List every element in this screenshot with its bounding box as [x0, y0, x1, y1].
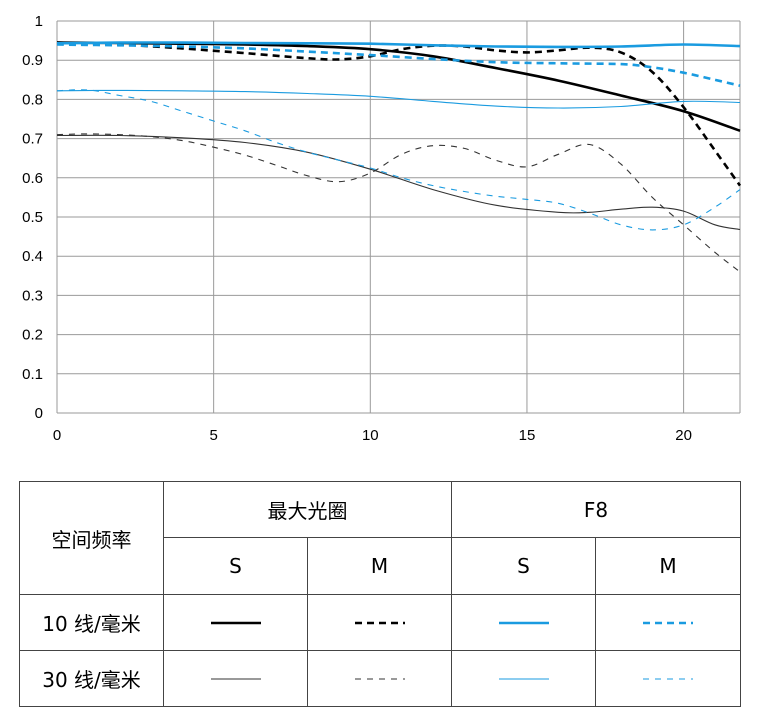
chart-grid — [56, 20, 741, 414]
legend-swatch — [354, 677, 405, 680]
y-tick-label: 0.6 — [22, 170, 43, 187]
legend-group-max-aperture: 最大光圈 — [163, 481, 452, 538]
series-line-3 — [56, 43, 741, 87]
legend-swatch — [354, 621, 405, 624]
legend-swatch — [498, 621, 549, 624]
legend-subheader-m: M — [595, 537, 741, 595]
mtf-chart: 0 0.1 0.2 0.3 0.4 0.5 0.6 0.7 0.8 0.9 1 0 5 10 15 20 — [22, 13, 742, 444]
legend-row-label-30: 30 线/毫米 — [19, 650, 164, 707]
x-tick-label: 5 — [209, 427, 217, 444]
series-line-4 — [56, 134, 741, 231]
y-tick-label: 0.5 — [22, 209, 43, 226]
y-tick-label: 0.4 — [22, 248, 43, 265]
y-tick-label: 0.2 — [22, 327, 43, 344]
y-tick-label: 0.3 — [22, 287, 43, 304]
legend-swatch — [210, 677, 261, 680]
chart-series — [56, 41, 742, 273]
series-line-2 — [56, 41, 741, 49]
x-tick-label: 20 — [675, 427, 692, 444]
y-tick-label: 0.1 — [22, 366, 43, 383]
y-tick-label: 0 — [35, 405, 43, 422]
y-axis-ticks: 0 0.1 0.2 0.3 0.4 0.5 0.6 0.7 0.8 0.9 1 — [22, 13, 43, 422]
y-tick-label: 0.7 — [22, 131, 43, 148]
x-tick-label: 15 — [519, 427, 536, 444]
x-tick-label: 0 — [53, 427, 61, 444]
legend-row-label-10: 10 线/毫米 — [19, 594, 164, 651]
legend-swatch — [210, 621, 261, 624]
series-line-5 — [56, 133, 741, 273]
legend-subheader-s: S — [163, 537, 308, 595]
y-tick-label: 1 — [35, 13, 43, 30]
series-line-7 — [56, 89, 741, 231]
legend-table: 空间频率 最大光圈 F8 S M S M 10 线/毫米 30 线/毫米 — [19, 481, 741, 707]
legend-swatch — [643, 677, 693, 680]
x-tick-label: 10 — [362, 427, 379, 444]
legend-swatch — [498, 677, 549, 680]
x-axis-ticks: 0 5 10 15 20 — [53, 427, 692, 444]
legend-row-header: 空间频率 — [19, 481, 164, 595]
legend-subheader-m: M — [307, 537, 452, 595]
y-tick-label: 0.9 — [22, 52, 43, 69]
legend-group-f8: F8 — [451, 481, 741, 538]
series-line-6 — [56, 89, 741, 109]
y-tick-label: 0.8 — [22, 91, 43, 108]
legend-subheader-s: S — [451, 537, 596, 595]
legend-swatch — [643, 621, 693, 624]
